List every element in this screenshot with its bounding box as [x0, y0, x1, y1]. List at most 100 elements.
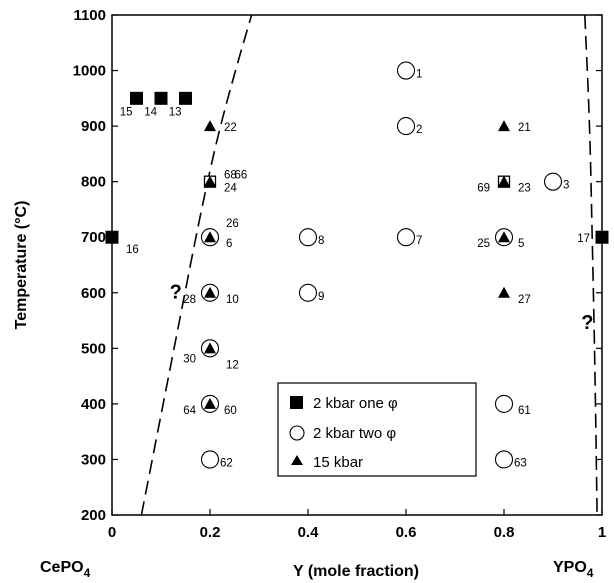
sample-number-label: 8 — [318, 235, 324, 247]
sample-number-label: 30 — [183, 353, 196, 365]
high-pressure-point — [204, 342, 216, 354]
sample-number-label: 13 — [169, 106, 182, 118]
sample-number-label: 16 — [126, 244, 139, 256]
x-tick-label: 1 — [598, 524, 606, 541]
y-tick-label: 900 — [81, 118, 106, 135]
sample-number-label: 69 — [477, 183, 490, 195]
solvus-boundary — [140, 14, 253, 516]
high-pressure-point — [204, 397, 216, 409]
one-phase-point — [154, 91, 168, 105]
x-tick-label: 0.4 — [298, 524, 320, 541]
sample-number-label: 63 — [514, 457, 527, 469]
sample-number-label: 25 — [477, 238, 490, 250]
high-pressure-point — [204, 120, 216, 132]
sample-number-label: 23 — [518, 183, 531, 195]
high-pressure-point — [498, 120, 510, 132]
legend-triangle-marker — [291, 455, 303, 465]
sample-number-label: 24 — [224, 183, 237, 195]
sample-number-label: 5 — [518, 238, 524, 250]
legend-label-one-phase: 2 kbar one φ — [313, 395, 398, 412]
sample-number-label: 15 — [120, 106, 133, 118]
sample-number-label: 68 — [224, 170, 237, 182]
sample-number-label: 26 — [226, 218, 239, 230]
sample-number-label: 62 — [220, 457, 233, 469]
x-tick-label: 0 — [108, 524, 116, 541]
legend-box — [277, 382, 477, 477]
question-mark: ? — [170, 281, 182, 303]
sample-number-label: 1 — [416, 69, 422, 81]
sample-number-label: 7 — [416, 235, 422, 247]
one-phase-point — [179, 91, 192, 105]
sample-number-label: 6 — [226, 238, 232, 250]
plot-frame — [111, 14, 603, 516]
high-pressure-point — [498, 231, 510, 243]
endmember-left-formula: CePO — [40, 559, 84, 576]
legend: 2 kbar one φ 2 kbar two φ 15 kbar — [277, 382, 477, 477]
sample-number-label: 28 — [183, 294, 196, 306]
y-tick-label: 1000 — [73, 63, 106, 80]
x-tick-label: 0.8 — [494, 524, 515, 541]
high-pressure-point — [204, 175, 216, 187]
two-phase-point — [396, 117, 416, 136]
y-tick-label: 800 — [81, 174, 106, 191]
high-pressure-point — [204, 286, 216, 298]
y-tick-label: 1100 — [73, 7, 106, 24]
two-phase-point — [494, 394, 514, 413]
question-mark: ? — [581, 312, 593, 334]
sample-number-label: 21 — [518, 122, 531, 134]
one-phase-point — [595, 230, 609, 244]
sample-number-label: 9 — [318, 291, 324, 303]
two-phase-point — [298, 228, 318, 247]
x-axis-title: Y (mole fraction) — [293, 563, 419, 580]
ticks-layer: 200 300 400 500 600 700 800 900 1000 1100 0 0.2 0.4 0… — [73, 7, 607, 541]
x-tick-label: 0.6 — [396, 524, 417, 541]
solvus-boundary — [584, 14, 598, 516]
legend-circle-marker — [289, 425, 305, 441]
sample-number-label: 22 — [224, 122, 237, 134]
data-points — [105, 61, 609, 469]
y-axis-title: Temperature (°C) — [13, 201, 30, 330]
sample-number-label: 60 — [224, 405, 237, 417]
y-tick-label: 200 — [81, 507, 106, 524]
legend-label-two-phase: 2 kbar two φ — [313, 425, 396, 442]
one-phase-point — [105, 230, 119, 244]
two-phase-point — [494, 450, 514, 469]
sample-number-label: 27 — [518, 294, 531, 306]
x-tick-label: 0.2 — [200, 524, 221, 541]
sample-number-label: 14 — [144, 106, 157, 118]
sample-number-label: 2 — [416, 124, 422, 136]
two-phase-point — [543, 172, 563, 191]
y-tick-label: 500 — [81, 340, 106, 357]
one-phase-point — [130, 91, 143, 105]
endmember-right-subscript: 4 — [587, 566, 594, 580]
high-pressure-point — [498, 286, 510, 298]
endmember-left-subscript: 4 — [84, 566, 91, 580]
boundary-curves — [140, 14, 598, 516]
sample-number-label: 64 — [183, 405, 196, 417]
sample-number-label: 61 — [518, 405, 531, 417]
y-tick-label: 400 — [81, 396, 106, 413]
endmember-left: CePO4 — [40, 559, 91, 580]
question-marks: ?? — [170, 281, 594, 334]
y-tick-label: 600 — [81, 285, 106, 302]
sample-number-label: 12 — [226, 359, 239, 371]
sample-number-label: 17 — [577, 233, 590, 245]
y-tick-label: 300 — [81, 451, 106, 468]
two-phase-point — [298, 283, 318, 302]
two-phase-point — [200, 450, 220, 469]
legend-label-15kbar: 15 kbar — [313, 454, 363, 471]
svg-text:YPO4: YPO4 — [553, 559, 594, 580]
high-pressure-point — [204, 231, 216, 243]
svg-text:CePO4: CePO4 — [40, 559, 91, 580]
legend-square-marker — [290, 396, 303, 409]
y-tick-label: 700 — [81, 229, 106, 246]
two-phase-point — [396, 228, 416, 247]
two-phase-point — [396, 61, 416, 80]
high-pressure-point — [498, 175, 510, 187]
endmember-right-formula: YPO — [553, 559, 587, 576]
sample-number-label: 3 — [563, 180, 569, 192]
sample-number-label: 10 — [226, 294, 239, 306]
endmember-right: YPO4 — [553, 559, 594, 580]
